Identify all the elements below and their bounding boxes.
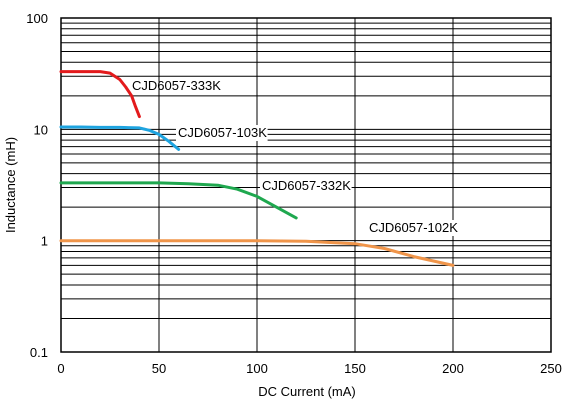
- plot-frame: [60, 17, 552, 353]
- series-label-CJD6057-102K: CJD6057-102K: [369, 220, 458, 235]
- x-axis-label: DC Current (mA): [258, 384, 356, 399]
- y-tick-label: 10: [34, 122, 48, 137]
- x-tick-label: 50: [152, 361, 166, 376]
- y-tick-label: 1: [41, 234, 48, 249]
- series-line-CJD6057-102K: [59, 239, 455, 267]
- series-label-CJD6057-103K: CJD6057-103K: [178, 125, 267, 140]
- series-label-background: [176, 125, 268, 141]
- x-tick-label: 150: [344, 361, 366, 376]
- series-line-CJD6057-332K: [59, 181, 298, 220]
- series-line-CJD6057-103K: [59, 125, 181, 151]
- series-line-CJD6057-333K: [59, 70, 141, 119]
- x-tick-label: 100: [246, 361, 268, 376]
- series-label-CJD6057-333K: CJD6057-333K: [132, 78, 221, 93]
- x-tick-label: 200: [442, 361, 464, 376]
- series-label-background: [367, 220, 459, 236]
- y-axis-label: Inductance (mH): [3, 137, 18, 233]
- x-tick-label: 0: [57, 361, 64, 376]
- y-tick-label: 100: [26, 11, 48, 26]
- series-label-CJD6057-332K: CJD6057-332K: [262, 178, 351, 193]
- series-label-background: [260, 178, 352, 194]
- y-tick-label: 0.1: [30, 345, 48, 360]
- x-tick-label: 250: [540, 361, 562, 376]
